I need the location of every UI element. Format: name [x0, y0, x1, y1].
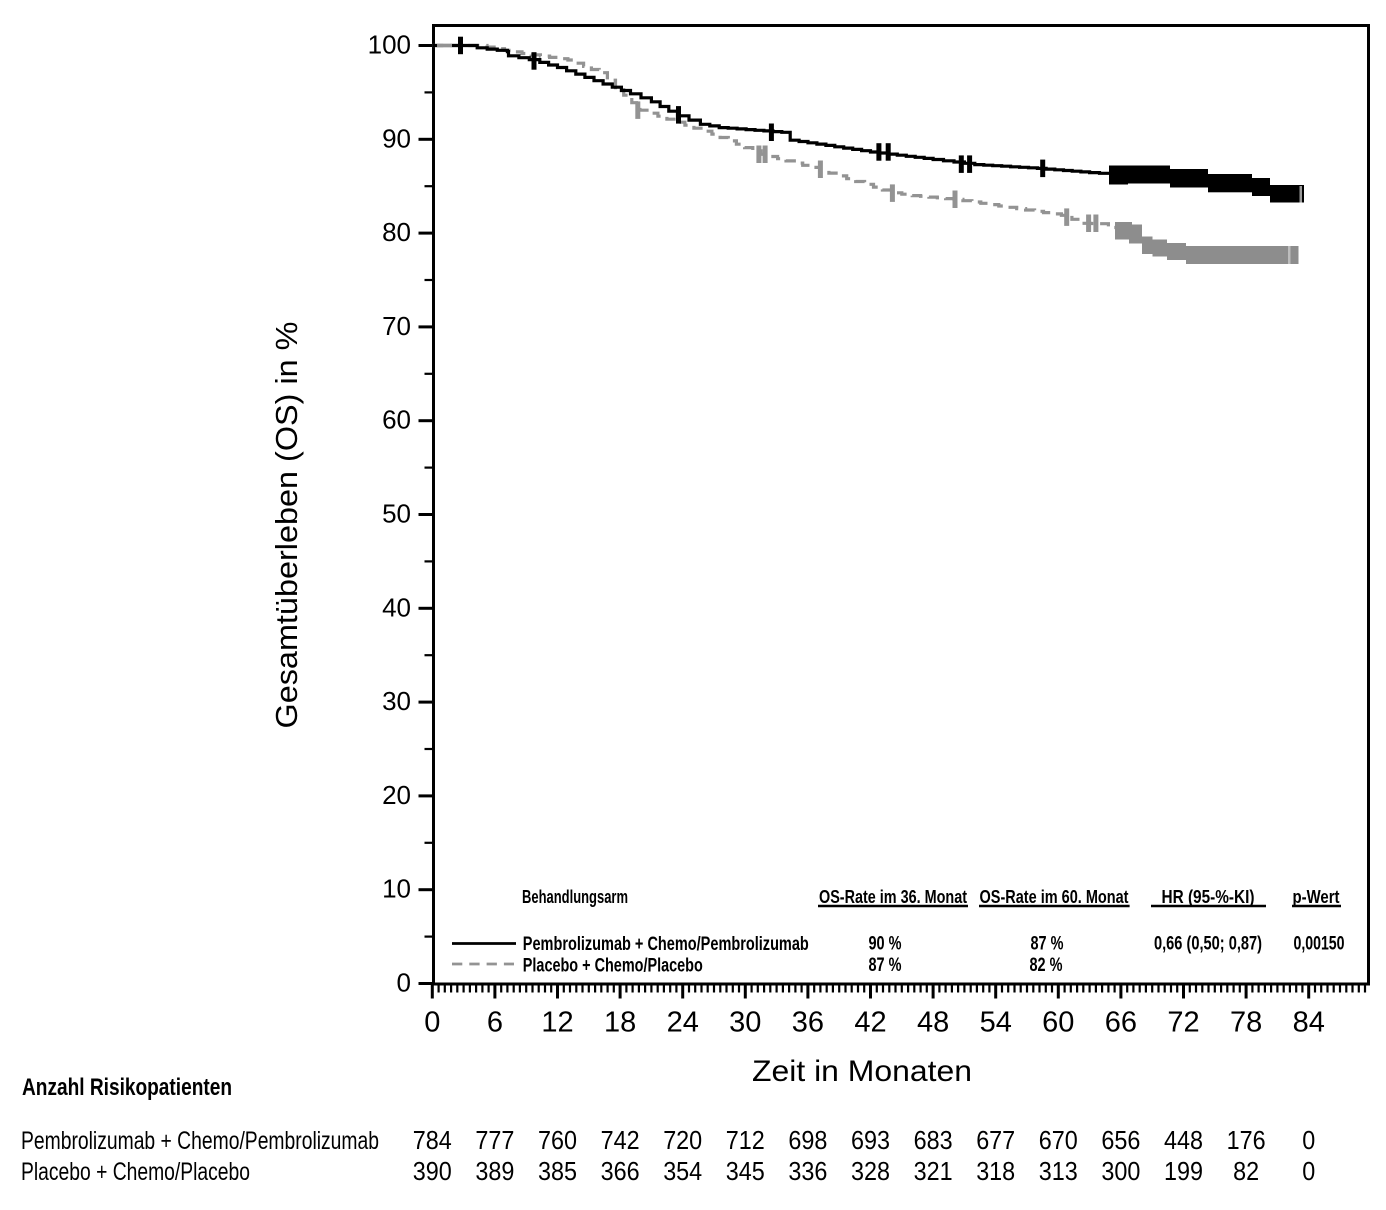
svg-text:0,00150: 0,00150 — [1294, 934, 1345, 955]
svg-text:448: 448 — [1164, 1125, 1203, 1155]
svg-text:670: 670 — [1039, 1125, 1078, 1155]
svg-text:784: 784 — [413, 1125, 452, 1155]
svg-text:385: 385 — [538, 1156, 577, 1186]
svg-text:712: 712 — [726, 1125, 765, 1155]
svg-text:Placebo + Chemo/Placebo: Placebo + Chemo/Placebo — [21, 1158, 250, 1186]
svg-text:318: 318 — [976, 1156, 1015, 1186]
svg-text:10: 10 — [382, 874, 411, 904]
svg-text:345: 345 — [726, 1156, 765, 1186]
svg-text:60: 60 — [382, 405, 411, 435]
svg-text:336: 336 — [788, 1156, 827, 1186]
svg-text:30: 30 — [382, 686, 411, 716]
svg-text:36: 36 — [792, 1007, 824, 1039]
svg-text:82: 82 — [1233, 1156, 1259, 1186]
svg-text:313: 313 — [1039, 1156, 1078, 1186]
svg-text:48: 48 — [917, 1007, 949, 1039]
svg-text:54: 54 — [980, 1007, 1012, 1039]
svg-text:24: 24 — [667, 1007, 699, 1039]
svg-text:p-Wert: p-Wert — [1293, 887, 1340, 907]
svg-text:Zeit in Monaten: Zeit in Monaten — [752, 1055, 972, 1088]
svg-text:100: 100 — [368, 30, 411, 60]
svg-text:300: 300 — [1101, 1156, 1140, 1186]
svg-text:760: 760 — [538, 1125, 577, 1155]
svg-text:677: 677 — [976, 1125, 1015, 1155]
svg-text:40: 40 — [382, 592, 411, 622]
svg-text:60: 60 — [1042, 1007, 1074, 1039]
svg-text:0: 0 — [1302, 1125, 1315, 1155]
svg-text:Placebo + Chemo/Placebo: Placebo + Chemo/Placebo — [523, 956, 703, 977]
svg-text:6: 6 — [487, 1007, 503, 1039]
svg-text:683: 683 — [914, 1125, 953, 1155]
svg-text:389: 389 — [475, 1156, 514, 1186]
svg-text:720: 720 — [663, 1125, 702, 1155]
svg-text:354: 354 — [663, 1156, 702, 1186]
svg-text:742: 742 — [601, 1125, 640, 1155]
svg-text:199: 199 — [1164, 1156, 1203, 1186]
svg-text:HR (95-%-KI): HR (95-%-KI) — [1162, 887, 1255, 907]
svg-text:656: 656 — [1101, 1125, 1140, 1155]
svg-text:82 %: 82 % — [1030, 955, 1063, 976]
svg-text:390: 390 — [413, 1156, 452, 1186]
svg-text:0: 0 — [1302, 1156, 1315, 1186]
svg-text:328: 328 — [851, 1156, 890, 1186]
svg-text:Gesamtüberleben (OS) in %: Gesamtüberleben (OS) in % — [269, 322, 304, 729]
svg-text:0: 0 — [424, 1007, 440, 1039]
svg-text:42: 42 — [854, 1007, 886, 1039]
svg-text:87 %: 87 % — [869, 955, 902, 976]
svg-text:12: 12 — [541, 1007, 573, 1039]
svg-text:50: 50 — [382, 499, 411, 529]
svg-text:18: 18 — [604, 1007, 636, 1039]
svg-text:0,66 (0,50; 0,87): 0,66 (0,50; 0,87) — [1154, 934, 1262, 955]
svg-text:Behandlungsarm: Behandlungsarm — [522, 887, 628, 907]
svg-text:176: 176 — [1227, 1125, 1266, 1155]
svg-text:84: 84 — [1293, 1007, 1325, 1039]
svg-text:72: 72 — [1167, 1007, 1199, 1039]
svg-text:OS-Rate im 36. Monat: OS-Rate im 36. Monat — [819, 887, 967, 907]
svg-text:20: 20 — [382, 780, 411, 810]
svg-text:OS-Rate im 60. Monat: OS-Rate im 60. Monat — [980, 887, 1129, 907]
svg-text:321: 321 — [914, 1156, 953, 1186]
svg-text:698: 698 — [788, 1125, 827, 1155]
svg-text:0: 0 — [397, 968, 411, 998]
svg-text:90: 90 — [382, 123, 411, 153]
svg-text:78: 78 — [1230, 1007, 1262, 1039]
svg-text:87 %: 87 % — [1031, 934, 1064, 955]
svg-text:Pembrolizumab + Chemo/Pembroli: Pembrolizumab + Chemo/Pembrolizumab — [523, 934, 809, 955]
svg-text:66: 66 — [1105, 1007, 1137, 1039]
svg-text:777: 777 — [475, 1125, 514, 1155]
svg-text:90 %: 90 % — [869, 934, 902, 955]
svg-text:30: 30 — [729, 1007, 761, 1039]
svg-text:80: 80 — [382, 217, 411, 247]
svg-text:366: 366 — [601, 1156, 640, 1186]
svg-text:Pembrolizumab + Chemo/Pembroli: Pembrolizumab + Chemo/Pembrolizumab — [21, 1127, 379, 1155]
svg-text:693: 693 — [851, 1125, 890, 1155]
svg-text:Anzahl Risikopatienten: Anzahl Risikopatienten — [22, 1074, 232, 1101]
svg-text:70: 70 — [382, 311, 411, 341]
